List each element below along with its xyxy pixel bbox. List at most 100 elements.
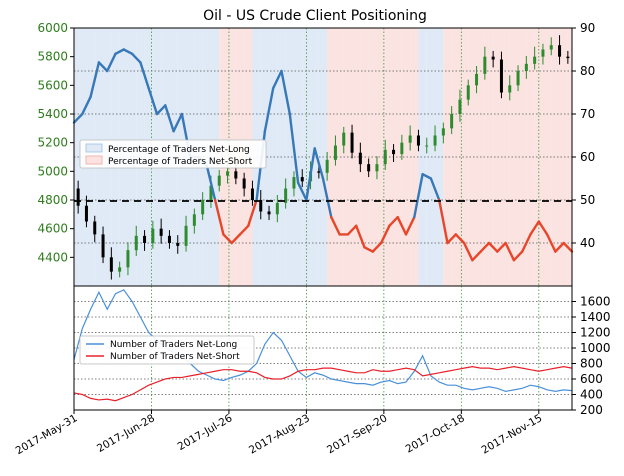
price-candle-body [159,228,163,236]
net-long-pct-segment [114,48,126,55]
price-candle-body [441,128,445,136]
price-candle-body [416,135,420,146]
price-tick-label: 5800 [37,50,68,64]
price-candle-body [383,149,387,165]
net-long-pct-segment [404,215,416,236]
net-long-pct-segment [346,224,358,236]
price-candle-body [176,243,180,246]
net-short-region [327,28,336,286]
pct-tick-label: 90 [580,21,595,35]
net-short-region [468,28,477,286]
net-short-region [509,28,519,286]
net-long-pct-segment [471,250,482,262]
price-candles [76,35,570,280]
net-long-pct-segment [305,147,316,202]
pct-tick-label: 40 [580,236,595,250]
price-tick-label: 4600 [37,222,68,236]
pct-tick-label: 70 [580,107,595,121]
price-candle-body [275,202,279,215]
price-candle-body [209,185,213,200]
net-long-pct-segment [288,112,300,185]
date-tick-label: 2017-Jul-26 [176,412,235,453]
net-long-region [269,28,278,286]
price-tick-label: 5000 [37,164,68,178]
net-long-pct-segment [562,241,574,253]
upper-legend-box [79,139,267,169]
net-long-pct-segment [545,233,557,253]
percentage-axis-ticks: 40 50 60 70 80 90 [572,21,595,250]
net-long-pct-segment [164,104,175,133]
count-tick-label: 400 [580,388,603,402]
price-candle-body [234,171,238,179]
net-long-region [285,28,294,286]
net-long-pct-segment [72,112,84,124]
pct-tick-label: 60 [580,150,595,164]
upper-legend: Percentage of Traders Net-Long Percentag… [79,139,267,169]
net-short-region [567,28,572,286]
price-candle-body [483,56,487,74]
count-tick-label: 600 [580,372,603,386]
net-long-pct-segment [438,198,449,245]
net-short-region [459,28,469,286]
net-long-region [426,28,436,286]
legend-swatch-net-short [85,155,103,165]
net-long-pct-segment [130,52,142,64]
count-tick-label: 800 [580,357,603,371]
net-long-pct-segment [230,233,242,245]
price-tick-label: 4800 [37,193,68,207]
price-candle-body [350,132,354,153]
price-candle-body [84,205,88,222]
net-short-region [493,28,502,286]
price-tick-label: 5400 [37,107,68,121]
date-tick-label: 2017-Aug-23 [247,412,312,456]
price-candle-body [458,99,462,114]
net-long-pct-segment [529,220,540,236]
date-tick-label: 2017-Nov-15 [480,412,545,456]
net-long-pct-segment [321,177,333,219]
net-long-pct-segment [222,233,233,245]
price-candle-body [541,49,545,57]
net-long-region [418,28,427,286]
date-tick-label: 2017-Oct-18 [404,412,467,455]
price-candle-body [558,45,562,57]
net-long-pct-segment [396,215,408,236]
net-short-region [559,28,568,286]
net-long-pct-segment [296,181,308,202]
net-long-pct-segment [421,172,433,180]
price-tick-label: 4400 [37,250,68,264]
net-long-pct-segment [205,164,217,202]
price-candle-body [333,145,337,160]
net-long-pct-segment [379,224,391,245]
net-long-pct-segment [504,241,516,262]
net-long-pct-segment [139,61,150,90]
pct-tick-label: 80 [580,64,595,78]
count-tick-label: 1000 [580,341,611,355]
price-tick-label: 6000 [37,21,68,35]
legend-label-count-short: Number of Traders Net-Short [110,352,240,362]
pct-tick-label: 50 [580,193,595,207]
price-candle-body [524,63,528,71]
net-long-region [74,28,79,286]
net-short-region [401,28,411,286]
price-candle-body [342,132,346,146]
price-candle-body [250,188,254,200]
net-long-pct-segment [462,241,474,262]
price-candle-body [508,85,512,93]
price-candle-body [134,235,138,251]
price-candle-body [151,228,155,243]
net-long-pct-segment [263,86,275,133]
net-long-pct-segment [89,61,101,99]
net-long-pct-segment [213,198,225,236]
price-candle-body [392,149,396,155]
net-short-region [335,28,344,286]
price-tick-label: 5600 [37,78,68,92]
price-candle-body [226,171,230,176]
lower-legend: Number of Traders Net-Long Number of Tra… [79,335,255,365]
price-candle-body [109,257,113,272]
price-candle-body [325,159,329,173]
net-long-pct-segment [537,220,549,236]
legend-label-net-long: Percentage of Traders Net-Long [108,145,250,155]
legend-label-net-short: Percentage of Traders Net-Short [108,157,253,167]
price-candle-body [533,56,537,64]
